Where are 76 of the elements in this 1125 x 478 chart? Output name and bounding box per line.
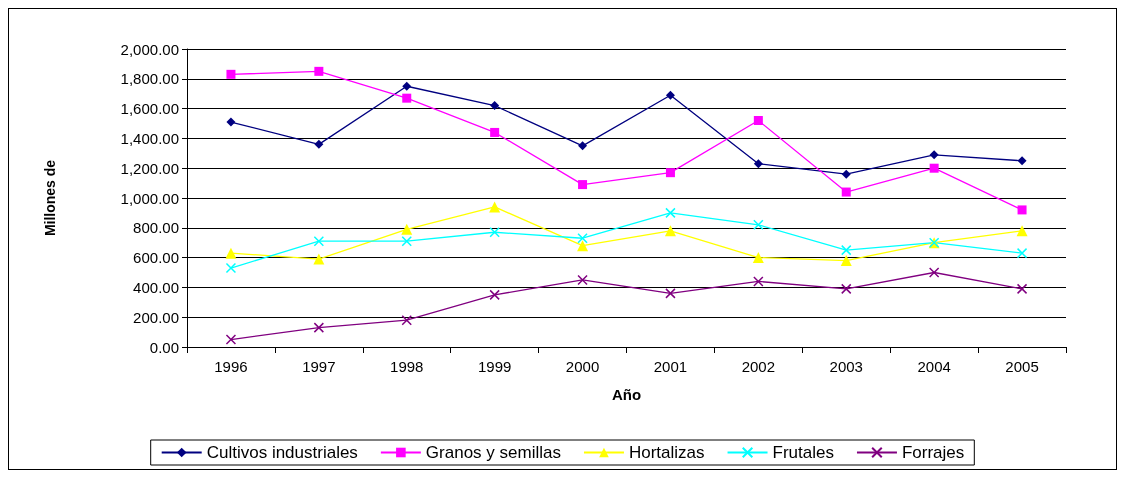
x-tick-label: 2003 — [829, 358, 863, 375]
y-tick-label: 200.00 — [133, 308, 179, 326]
point — [665, 207, 676, 219]
y-tick-label: 0.00 — [149, 338, 179, 356]
point — [1016, 247, 1028, 259]
y-tick-label: 600.00 — [133, 249, 179, 267]
point — [753, 159, 763, 169]
point — [841, 169, 851, 179]
x-tick-label: 2004 — [917, 358, 951, 375]
y-tick-label: 400.00 — [133, 278, 179, 296]
y-tick-label: 2,000.00 — [120, 40, 179, 58]
point — [1016, 283, 1028, 295]
point — [313, 322, 325, 333]
y-tick-label: 800.00 — [133, 219, 179, 237]
x-tick-label: 2002 — [741, 358, 776, 375]
point — [753, 116, 763, 126]
point — [578, 180, 588, 190]
point — [313, 253, 325, 265]
point — [489, 289, 500, 301]
point — [314, 66, 324, 76]
legend-label: Granos y semillas — [425, 443, 561, 462]
point — [841, 244, 852, 256]
point — [840, 255, 852, 267]
x-tick-label: 1998 — [390, 358, 424, 375]
point — [929, 150, 939, 160]
point — [1017, 156, 1027, 166]
point — [928, 267, 940, 278]
y-tick-label: 1,400.00 — [120, 129, 179, 147]
point — [665, 90, 675, 100]
point — [402, 93, 412, 103]
x-tick-label: 2000 — [565, 358, 600, 375]
x-axis-title: Año — [611, 386, 642, 403]
point — [490, 127, 500, 137]
point — [841, 283, 852, 295]
y-tick-label: 1,800.00 — [120, 70, 179, 88]
point — [314, 139, 324, 149]
point — [226, 117, 236, 127]
point — [752, 252, 764, 264]
point — [1016, 225, 1028, 237]
point — [225, 262, 237, 274]
x-tick-label: 1997 — [302, 358, 336, 375]
point — [577, 232, 588, 244]
point — [577, 274, 588, 286]
point — [402, 81, 412, 91]
y-axis-title: Millones de — [42, 159, 58, 237]
point — [1017, 205, 1027, 215]
point — [753, 219, 764, 231]
point — [577, 240, 589, 252]
point — [226, 69, 236, 79]
point — [225, 247, 237, 259]
point — [401, 223, 413, 235]
point — [664, 225, 676, 237]
x-tick-label: 2001 — [653, 358, 688, 375]
point — [225, 334, 237, 345]
y-tick-label: 1,200.00 — [120, 159, 179, 177]
point — [490, 101, 500, 111]
point — [313, 235, 325, 247]
point — [929, 163, 939, 173]
y-tick-label: 1,600.00 — [120, 100, 179, 118]
point — [401, 314, 412, 326]
point — [841, 187, 851, 197]
point — [401, 235, 412, 247]
point — [489, 201, 501, 213]
point — [753, 276, 764, 287]
legend-label: Hortalizas — [628, 443, 705, 462]
legend-label: Frutales — [772, 443, 834, 462]
point — [489, 227, 500, 238]
legend-label: Forrajes — [901, 443, 965, 462]
x-tick-label: 1996 — [214, 358, 248, 375]
x-tick-label: 1999 — [477, 358, 512, 375]
point — [665, 288, 676, 299]
point — [665, 168, 675, 178]
y-tick-label: 1,000.00 — [120, 189, 179, 207]
point — [578, 141, 588, 151]
legend-label: Cultivos industriales — [206, 443, 358, 462]
x-tick-label: 2005 — [1005, 358, 1039, 375]
